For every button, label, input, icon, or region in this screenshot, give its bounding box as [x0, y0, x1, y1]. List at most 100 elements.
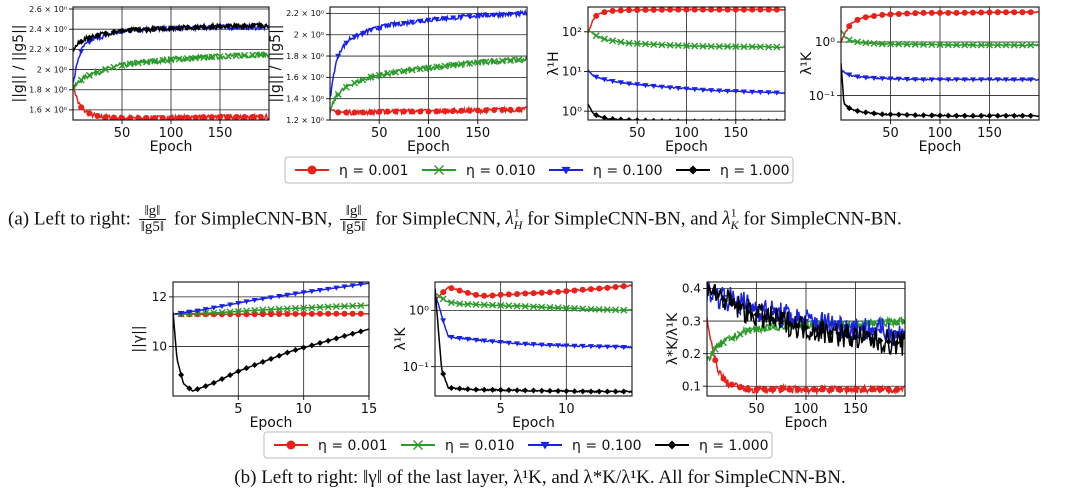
data-point [464, 300, 472, 308]
data-point [612, 388, 619, 395]
data-point [227, 302, 234, 308]
x-tick-label: 50 [629, 126, 646, 141]
data-point [986, 9, 993, 16]
data-point [593, 74, 600, 80]
data-point [978, 112, 985, 119]
data-point [604, 344, 611, 350]
series-lr-0.010-markers [845, 36, 1035, 49]
data-point [464, 386, 471, 393]
data-point [425, 17, 432, 23]
data-point [317, 340, 323, 347]
data-point [912, 77, 919, 83]
data-point [384, 23, 391, 29]
data-point [251, 297, 258, 304]
data-point [202, 309, 210, 317]
y-tick-label: 0.4 [682, 282, 701, 296]
data-point [737, 305, 743, 312]
data-point [877, 337, 884, 344]
data-point [601, 77, 608, 83]
data-point [216, 52, 224, 60]
series-lr-0.010-markers [592, 32, 781, 51]
data-point [587, 344, 594, 350]
y-tick-label: 2.6 × 10⁰ [29, 5, 67, 14]
data-point [474, 58, 482, 66]
data-point [417, 18, 424, 24]
series-lr-0.100-markers [335, 11, 522, 60]
data-point [728, 300, 735, 307]
data-point [210, 379, 217, 386]
data-point [596, 344, 603, 350]
data-point [579, 388, 586, 395]
x-tick-label: 100 [674, 126, 699, 141]
data-point [119, 114, 125, 120]
data-point [343, 109, 350, 116]
data-point [691, 87, 698, 93]
data-point [159, 114, 166, 120]
data-point [592, 32, 600, 40]
data-point [184, 24, 191, 31]
data-point [530, 387, 537, 394]
data-point [877, 328, 884, 334]
data-point [708, 88, 715, 94]
data-point [887, 76, 894, 82]
data-point [521, 302, 529, 310]
data-point [928, 112, 935, 119]
data-point [811, 320, 818, 326]
legend-frame [284, 156, 794, 184]
caption-a-text-4: for SimpleCNN-BN. [743, 208, 902, 230]
data-point [276, 352, 283, 359]
data-point [634, 117, 640, 120]
data-point [770, 386, 776, 393]
data-point [753, 311, 760, 318]
data-point [456, 385, 463, 392]
data-point [135, 114, 142, 120]
data-point [300, 304, 308, 312]
data-point [324, 303, 332, 311]
data-point [110, 29, 117, 36]
data-point [226, 308, 234, 316]
data-point [878, 40, 886, 48]
data-point [936, 41, 944, 49]
x-tick-label: 50 [371, 126, 388, 141]
data-point [102, 30, 109, 37]
data-point [466, 59, 474, 67]
data-point [439, 295, 447, 303]
plot-frame [329, 6, 528, 121]
data-point [332, 303, 340, 311]
data-point [538, 342, 545, 348]
data-point [871, 12, 877, 19]
data-point [308, 289, 315, 295]
data-point [440, 289, 447, 296]
data-point [794, 322, 801, 329]
legend-b: η = 0.001 η = 0.010 η = 0.100 η = 1.000 [263, 431, 773, 459]
data-point [563, 388, 570, 395]
data-point [893, 330, 900, 337]
data-point [249, 51, 257, 59]
data-point [986, 41, 993, 49]
data-point [625, 39, 633, 47]
data-point [750, 118, 754, 120]
data-point [969, 41, 977, 49]
data-point [102, 114, 109, 120]
data-point [208, 23, 215, 30]
data-point [481, 338, 488, 344]
data-point [448, 285, 455, 292]
data-point [778, 386, 785, 393]
data-point [819, 386, 826, 393]
data-point [961, 112, 968, 119]
data-point [626, 117, 632, 120]
data-point [409, 19, 416, 26]
data-point [392, 68, 400, 76]
data-point [726, 118, 730, 120]
data-point [497, 340, 504, 346]
data-point [78, 38, 85, 45]
data-point [119, 28, 125, 35]
data-point [200, 23, 207, 30]
data-point [507, 56, 515, 64]
data-point [259, 306, 267, 314]
data-point [745, 308, 752, 315]
data-point [497, 387, 504, 394]
data-point [720, 339, 727, 347]
data-point [259, 358, 266, 365]
y-axis-label: ||γ|| [131, 325, 147, 352]
